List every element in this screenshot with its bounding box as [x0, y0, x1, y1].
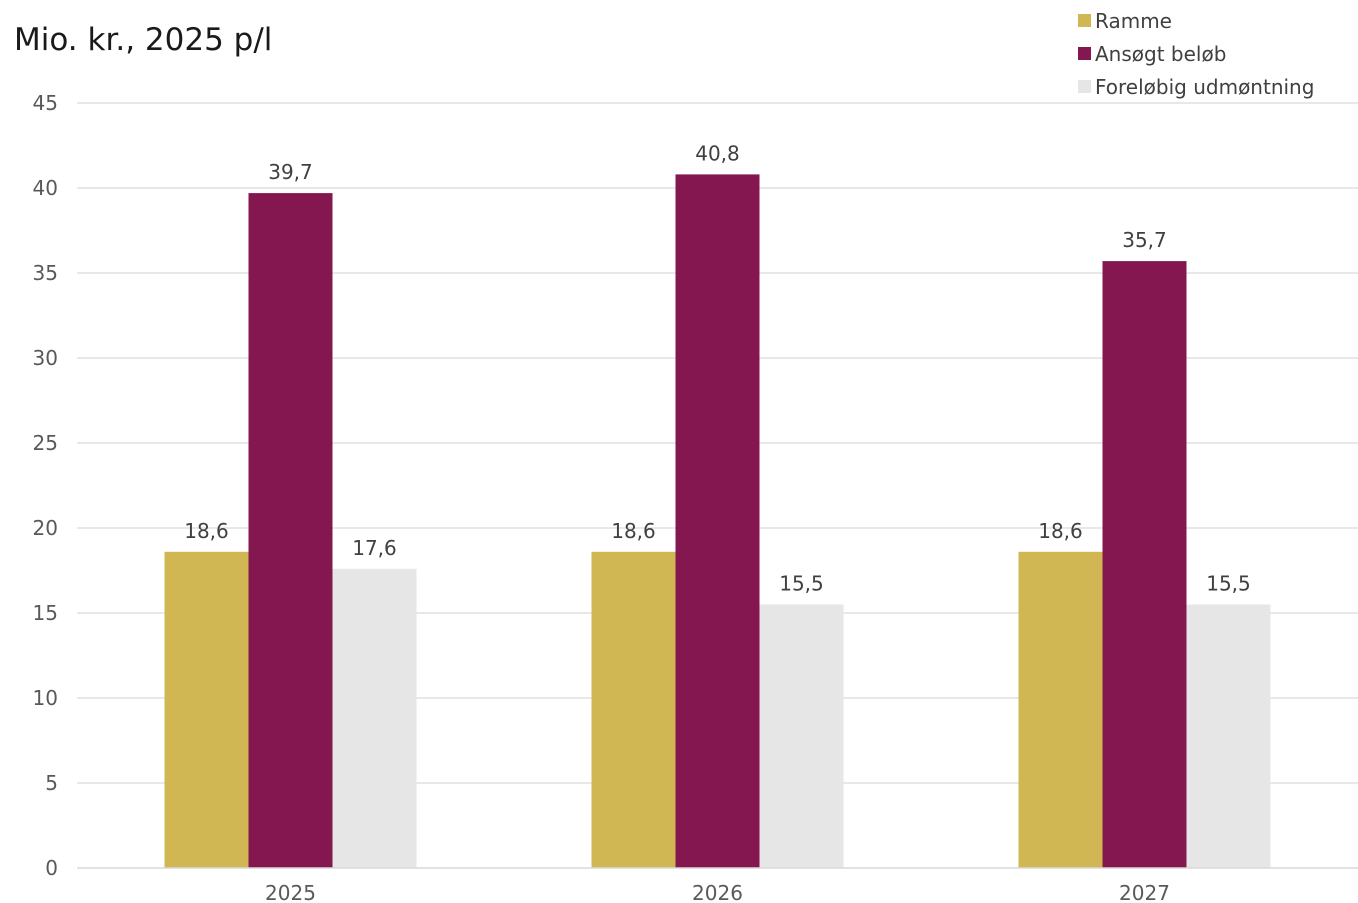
y-tick-label-30: 30	[33, 346, 58, 370]
y-tick-label-35: 35	[33, 261, 58, 285]
y-tick-label-5: 5	[45, 771, 58, 795]
legend-swatch-foreloebig	[1078, 80, 1091, 93]
legend-label-ramme: Ramme	[1095, 8, 1172, 33]
data-label-2025-2: 17,6	[352, 536, 397, 560]
bar-2026-0	[591, 551, 676, 868]
bar-2026-2	[759, 604, 844, 868]
legend-item-ramme: Ramme	[1078, 4, 1314, 37]
y-tick-label-40: 40	[33, 176, 58, 200]
y-tick-label-45: 45	[33, 91, 58, 115]
bar-2025-1	[248, 193, 333, 869]
bar-2027-1	[1102, 261, 1187, 869]
legend-item-foreloebig: Foreløbig udmøntning	[1078, 70, 1314, 103]
y-tick-label-25: 25	[33, 431, 58, 455]
data-label-2027-0: 18,6	[1038, 519, 1083, 543]
legend-label-foreloebig: Foreløbig udmøntning	[1095, 74, 1315, 99]
legend-item-ansoegt: Ansøgt beløb	[1078, 37, 1314, 70]
y-tick-label-10: 10	[33, 686, 58, 710]
data-label-2026-0: 18,6	[611, 519, 656, 543]
x-tick-label-2026: 2026	[692, 881, 743, 903]
x-tick-label-2025: 2025	[265, 881, 316, 903]
data-label-2025-0: 18,6	[184, 519, 229, 543]
data-label-2026-2: 15,5	[779, 572, 824, 596]
bar-2025-0	[164, 551, 249, 868]
data-label-2026-1: 40,8	[695, 141, 740, 165]
legend-label-ansoegt: Ansøgt beløb	[1095, 41, 1227, 66]
legend-swatch-ramme	[1078, 14, 1091, 27]
bar-2027-2	[1186, 604, 1271, 868]
unit-label: Mio. kr., 2025 p/l	[14, 22, 273, 58]
data-label-2027-1: 35,7	[1122, 228, 1167, 252]
data-label-2025-1: 39,7	[268, 160, 313, 184]
legend-swatch-ansoegt	[1078, 47, 1091, 60]
x-tick-label-2027: 2027	[1119, 881, 1170, 903]
y-tick-label-20: 20	[33, 516, 58, 540]
y-tick-label-15: 15	[33, 601, 58, 625]
y-tick-label-0: 0	[45, 856, 58, 880]
bar-2027-0	[1018, 551, 1103, 868]
legend: Ramme Ansøgt beløb Foreløbig udmøntning	[1078, 4, 1314, 103]
bar-2025-2	[332, 568, 417, 868]
bar-2026-1	[675, 174, 760, 868]
data-label-2027-2: 15,5	[1206, 572, 1251, 596]
